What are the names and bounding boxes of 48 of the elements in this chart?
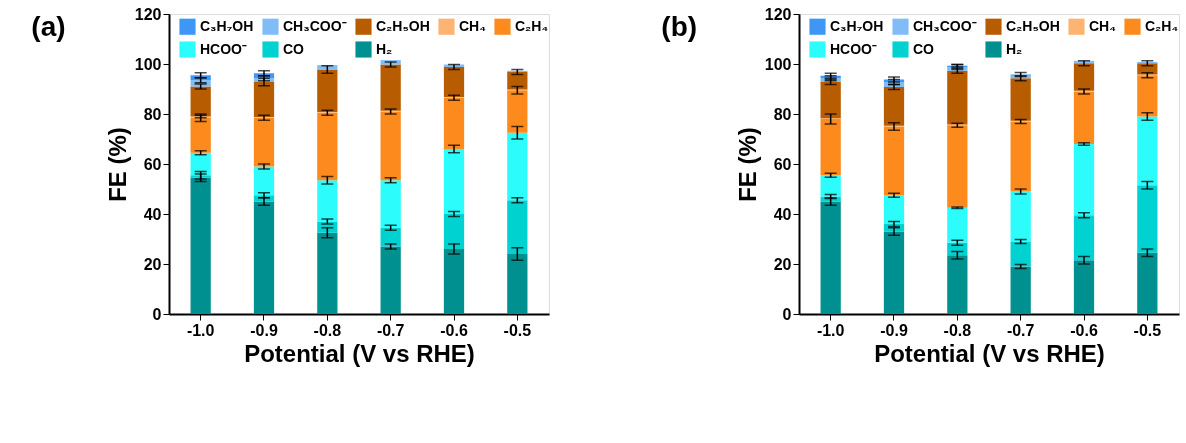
legend-label: HCOO⁻ (200, 40, 247, 57)
y-tick-label: 100 (764, 55, 792, 73)
legend-label: CO (913, 40, 935, 57)
y-tick-label: 40 (143, 205, 162, 223)
legend-label: C₃H₇OH (830, 17, 884, 34)
x-tick-label: -0.7 (376, 321, 405, 339)
y-tick-label: 0 (152, 305, 162, 323)
y-tick-label: 120 (134, 5, 162, 23)
y-tick-label: 20 (773, 255, 792, 273)
legend-label: C₂H₄ (515, 17, 549, 34)
legend-label: CH₃COO⁻ (913, 17, 977, 34)
x-tick-label: -1.0 (816, 321, 845, 339)
legend-label: CH₄ (459, 17, 486, 34)
chart-title: (b) (661, 11, 698, 42)
legend-label: CH₃COO⁻ (283, 17, 347, 34)
legend-label: C₃H₇OH (200, 17, 254, 34)
x-tick-label: -1.0 (186, 321, 215, 339)
chart-title: (a) (31, 11, 66, 42)
legend-label: C₂H₅OH (376, 17, 430, 34)
legend-label: HCOO⁻ (830, 40, 877, 57)
y-tick-label: 40 (773, 205, 792, 223)
x-tick-label: -0.9 (880, 321, 908, 339)
legend-label: H₂ (376, 40, 393, 57)
x-tick-label: -0.6 (440, 321, 468, 339)
x-tick-label: -0.5 (503, 321, 532, 339)
x-tick-label: -0.5 (1133, 321, 1162, 339)
y-axis-title: FE (%) (733, 127, 761, 202)
legend-label: C₂H₄ (1145, 17, 1179, 34)
y-tick-label: 120 (764, 5, 792, 23)
legend-label: H₂ (1006, 40, 1023, 57)
x-tick-label: -0.8 (943, 321, 972, 339)
y-tick-label: 80 (773, 105, 792, 123)
x-tick-label: -0.7 (1006, 321, 1035, 339)
y-tick-label: 100 (134, 55, 162, 73)
legend-label: CH₄ (1089, 17, 1116, 34)
x-tick-label: -0.6 (1070, 321, 1098, 339)
x-tick-label: -0.8 (313, 321, 342, 339)
y-tick-label: 60 (143, 155, 162, 173)
y-axis-title: FE (%) (103, 127, 131, 202)
x-tick-label: -0.9 (250, 321, 278, 339)
legend-label: CO (283, 40, 305, 57)
y-tick-label: 20 (143, 255, 162, 273)
x-axis-title: Potential (V vs RHE) (244, 339, 475, 367)
x-axis-title: Potential (V vs RHE) (874, 339, 1105, 367)
y-tick-label: 60 (773, 155, 792, 173)
legend-label: C₂H₅OH (1006, 17, 1060, 34)
y-tick-label: 80 (143, 105, 162, 123)
y-tick-label: 0 (782, 305, 792, 323)
